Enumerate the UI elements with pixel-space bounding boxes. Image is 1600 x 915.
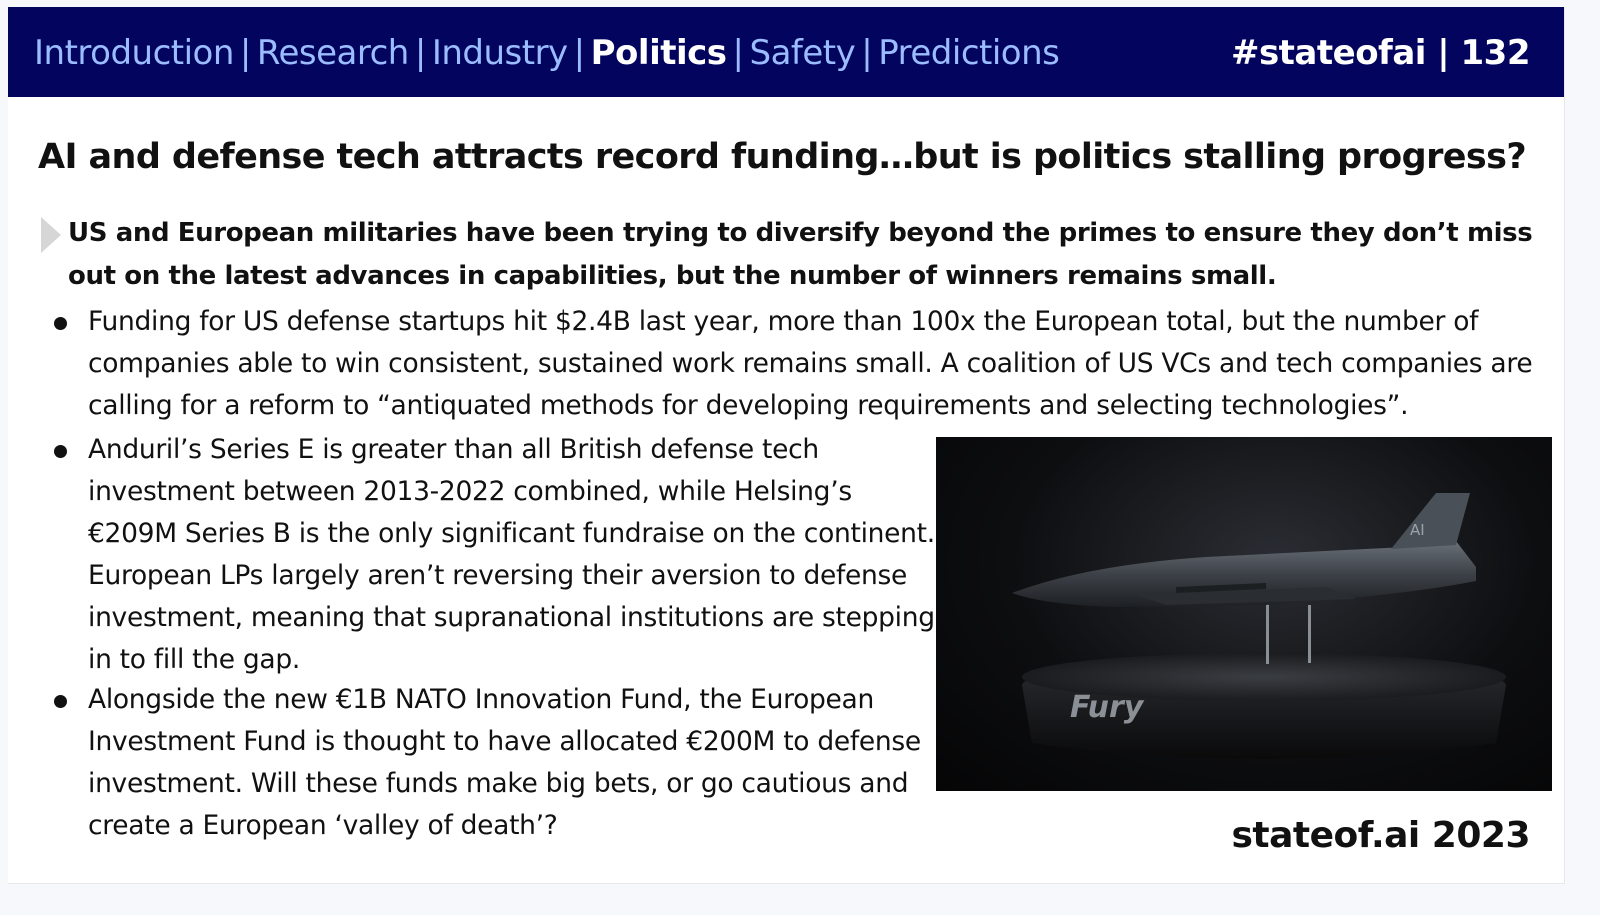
- triangle-marker-icon: [41, 217, 61, 253]
- drone-illustration: AI Fury: [1012, 493, 1506, 759]
- stand-label: Fury: [1070, 690, 1145, 725]
- nav-separator: |: [861, 33, 873, 73]
- bullet-item: Anduril’s Series E is greater than all B…: [54, 429, 948, 681]
- nav-item-research[interactable]: Research: [256, 33, 409, 73]
- slide: Introduction | Research | Industry | Politics |…: [8, 7, 1565, 884]
- nav-separator: |: [573, 33, 585, 73]
- fury-drone-photo: AI Fury: [936, 437, 1552, 791]
- nav-separator: |: [239, 33, 251, 73]
- bullet-item: Alongside the new €1B NATO Innovation Fu…: [54, 679, 948, 847]
- nav-item-introduction[interactable]: Introduction: [34, 33, 234, 73]
- nav-item-industry[interactable]: Industry: [431, 33, 568, 73]
- footer-brand: stateof.ai 2023: [1231, 815, 1530, 856]
- tail-fin: [1391, 493, 1470, 549]
- nav-separator: |: [414, 33, 426, 73]
- nav-item-safety[interactable]: Safety: [749, 33, 856, 73]
- aircraft-body: [1012, 541, 1476, 607]
- nav-item-politics[interactable]: Politics: [590, 33, 727, 73]
- top-navigation-bar: Introduction | Research | Industry | Politics |…: [8, 7, 1564, 97]
- section-nav: Introduction | Research | Industry | Politics |…: [34, 33, 1060, 73]
- tail-marking: AI: [1410, 521, 1425, 539]
- lead-statement: US and European militaries have been try…: [68, 218, 1533, 291]
- slide-title: AI and defense tech attracts record fund…: [38, 137, 1527, 177]
- hashtag-page-number: #stateofai | 132: [1230, 33, 1531, 73]
- bullet-item: Funding for US defense startups hit $2.4…: [54, 301, 1548, 427]
- nav-item-predictions[interactable]: Predictions: [878, 33, 1060, 73]
- nav-separator: |: [732, 33, 744, 73]
